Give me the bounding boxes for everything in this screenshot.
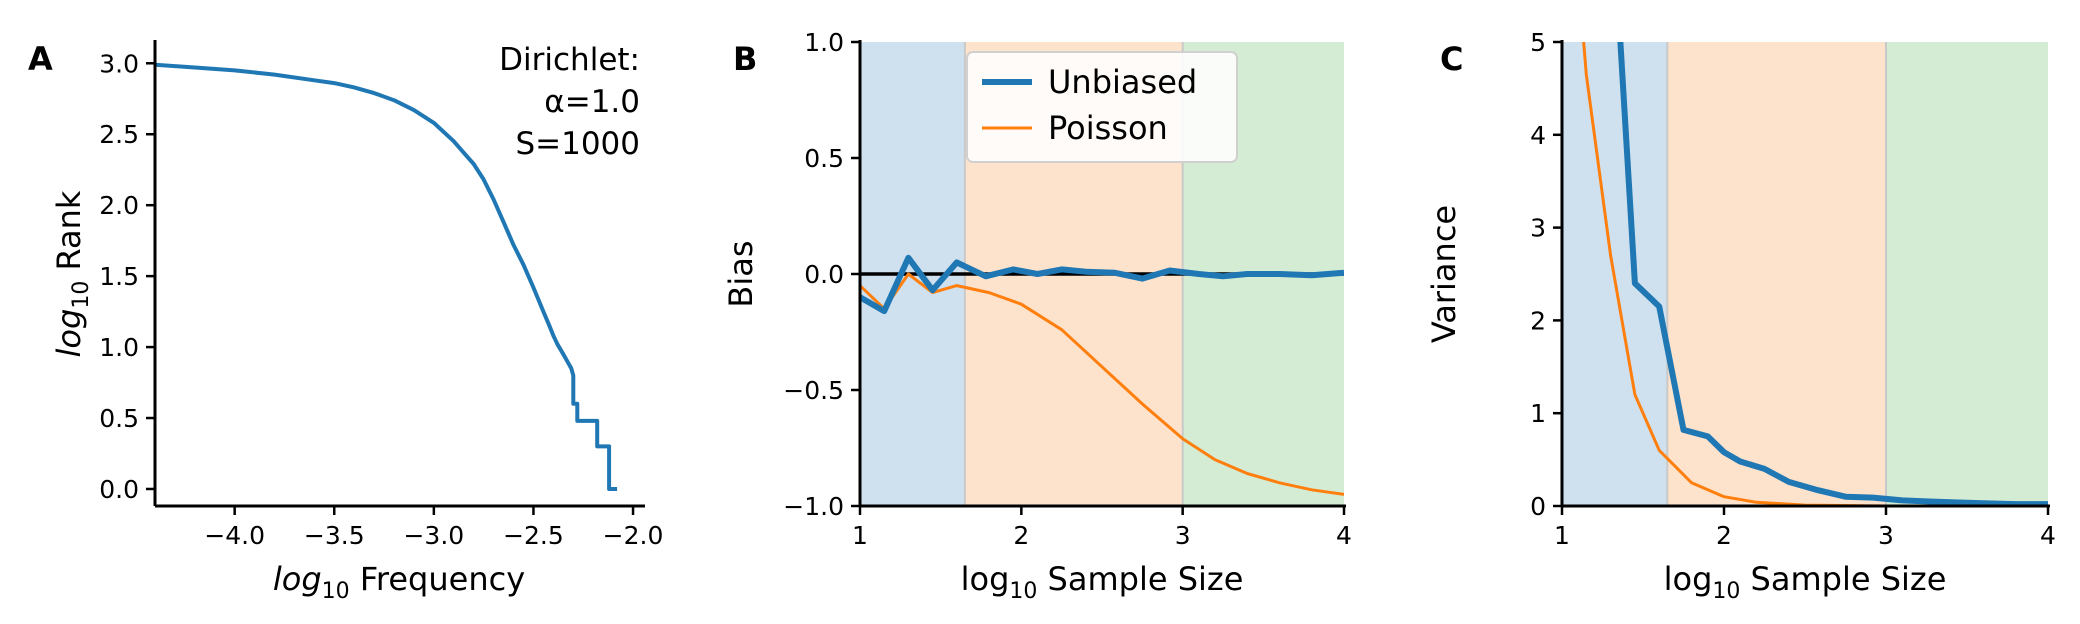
y-tick-label: 1.5 [99, 262, 139, 291]
x-tick-label: 2 [1716, 521, 1732, 550]
series-line-poisson [1582, 42, 2048, 506]
y-tick-label: 3 [1530, 214, 1546, 243]
legend-label-unbiased: Unbiased [1048, 63, 1197, 101]
x-tick-label: −4.0 [204, 521, 265, 550]
y-tick-label: 2.5 [99, 120, 139, 149]
background-band-2 [1667, 42, 1886, 506]
x-tick-label: −2.0 [603, 521, 664, 550]
x-axis-label: log10 Sample Size [961, 560, 1244, 604]
y-tick-label: 0.5 [99, 404, 139, 433]
y-axis-label: log10 Rank [50, 190, 94, 357]
x-tick-label: 4 [1336, 521, 1352, 550]
x-axis-label: log10 Sample Size [1664, 560, 1947, 604]
y-tick-label: 0.5 [804, 144, 844, 173]
y-tick-label: 1.0 [99, 333, 139, 362]
x-tick-label: −2.5 [503, 521, 564, 550]
series-line-poisson [860, 272, 1344, 496]
x-tick-label: −3.5 [304, 521, 365, 550]
panel-b: 1 2 3 4 −1.0 −0.5 0.0 0.5 1.0 log10 Sample Size Bi… [722, 28, 1352, 604]
panel-letter: C [1440, 40, 1463, 78]
y-axis-label: Bias [722, 240, 760, 307]
x-tick-label: 3 [1878, 521, 1894, 550]
x-tick-label: 1 [1554, 521, 1570, 550]
y-tick-label: 0 [1530, 492, 1546, 521]
x-tick-label: 3 [1175, 521, 1191, 550]
legend-box [966, 51, 1238, 163]
series-line-rank [155, 62, 618, 491]
y-tick-label: 0.0 [804, 260, 844, 289]
y-tick-label: 4 [1530, 121, 1546, 150]
y-tick-label: 0.0 [99, 475, 139, 504]
y-tick-label: 1.0 [804, 28, 844, 57]
x-tick-label: 4 [2040, 521, 2056, 550]
x-tick-label: 1 [852, 521, 868, 550]
panel-letter: A [28, 40, 53, 78]
series-line-unbiased [860, 254, 1344, 315]
x-tick-label: 2 [1013, 521, 1029, 550]
x-tick-label: −3.0 [403, 521, 464, 550]
series-line-unbiased [1617, 42, 2048, 506]
annotation-line: S=1000 [515, 126, 640, 162]
panel-a: −4.0 −3.5 −3.0 −2.5 −2.0 0.0 0.5 1.0 1.5 2.0 2.5 3.… [28, 40, 663, 604]
y-tick-label: −1.0 [783, 492, 844, 521]
y-tick-label: 2.0 [99, 191, 139, 220]
y-tick-label: 5 [1530, 28, 1546, 57]
legend-label-poisson: Poisson [1048, 109, 1168, 147]
annotation-line: α=1.0 [544, 84, 640, 120]
y-axis-label: Variance [1425, 205, 1463, 343]
x-axis-label: log10 Frequency [273, 560, 525, 604]
panel-letter: B [733, 40, 757, 78]
y-tick-label: 3.0 [99, 49, 139, 78]
y-tick-label: 1 [1530, 399, 1546, 428]
y-tick-label: −0.5 [783, 376, 844, 405]
annotation-line: Dirichlet: [499, 42, 640, 78]
legend: Unbiased Poisson [966, 51, 1238, 163]
background-band-3 [1886, 42, 2048, 506]
y-tick-label: 2 [1530, 306, 1546, 335]
